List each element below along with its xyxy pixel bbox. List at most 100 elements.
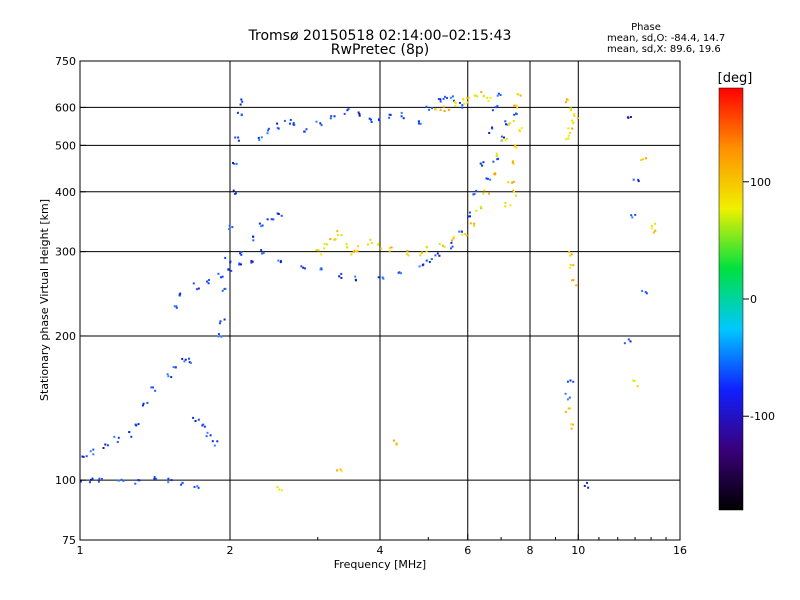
o-mode-point bbox=[458, 230, 461, 233]
x-mode-point bbox=[370, 242, 373, 244]
x-mode-point bbox=[466, 97, 469, 100]
o-mode-point bbox=[197, 418, 200, 421]
o-mode-point bbox=[634, 213, 637, 216]
x-mode-point bbox=[516, 93, 519, 96]
o-mode-point bbox=[461, 104, 464, 107]
x-mode-point bbox=[367, 243, 369, 246]
o-mode-point bbox=[232, 162, 234, 164]
o-mode-point bbox=[330, 115, 333, 118]
o-mode-point bbox=[280, 259, 282, 262]
o-mode-point bbox=[181, 357, 184, 360]
x-mode-point bbox=[473, 225, 475, 228]
o-mode-point bbox=[117, 479, 120, 482]
o-mode-point bbox=[425, 105, 428, 108]
x-mode-point bbox=[454, 102, 457, 105]
x-mode-point bbox=[346, 246, 349, 249]
plot-grid bbox=[80, 61, 680, 540]
o-mode-point bbox=[188, 357, 190, 360]
x-mode-point bbox=[572, 279, 575, 282]
o-mode-point bbox=[641, 290, 644, 292]
o-mode-point bbox=[232, 189, 235, 192]
o-mode-point bbox=[637, 180, 640, 183]
colorbar-tick-label: 100 bbox=[750, 176, 771, 189]
o-mode-point bbox=[217, 335, 220, 338]
o-mode-point bbox=[175, 305, 178, 308]
x-mode-point bbox=[520, 127, 523, 130]
o-mode-point bbox=[240, 263, 242, 266]
x-mode-point bbox=[512, 119, 515, 122]
o-mode-point bbox=[505, 123, 507, 126]
o-mode-point bbox=[181, 481, 184, 484]
x-mode-point bbox=[570, 109, 572, 112]
o-mode-point bbox=[237, 139, 240, 142]
x-mode-point bbox=[636, 385, 639, 388]
x-mode-point bbox=[336, 230, 339, 233]
x-mode-point bbox=[570, 427, 573, 430]
o-mode-point bbox=[240, 98, 243, 101]
o-mode-point bbox=[276, 122, 279, 125]
o-mode-point bbox=[382, 277, 385, 280]
x-mode-point bbox=[642, 158, 645, 161]
x-mode-point bbox=[571, 122, 574, 125]
o-mode-point bbox=[223, 318, 226, 321]
o-mode-point bbox=[644, 291, 647, 293]
x-mode-point bbox=[406, 250, 409, 252]
o-mode-point bbox=[252, 239, 255, 242]
o-mode-point bbox=[358, 114, 361, 117]
o-mode-point bbox=[195, 288, 198, 291]
x-mode-point bbox=[573, 114, 576, 117]
o-mode-point bbox=[90, 478, 92, 481]
x-mode-point bbox=[567, 134, 570, 137]
x-mode-point bbox=[640, 159, 643, 161]
o-mode-point bbox=[333, 115, 336, 118]
x-mode-point bbox=[565, 138, 568, 141]
x-mode-point bbox=[356, 250, 359, 253]
o-mode-point bbox=[515, 112, 517, 115]
o-mode-point bbox=[152, 386, 154, 389]
o-mode-point bbox=[211, 440, 214, 443]
x-mode-point bbox=[451, 239, 453, 242]
o-mode-point bbox=[434, 254, 437, 257]
x-mode-point bbox=[323, 247, 326, 250]
o-mode-point bbox=[208, 279, 210, 281]
o-mode-point bbox=[134, 423, 137, 426]
o-mode-point bbox=[117, 436, 120, 439]
o-mode-point bbox=[146, 401, 149, 404]
o-mode-point bbox=[303, 130, 306, 133]
o-mode-point bbox=[192, 416, 195, 419]
x-mode-point bbox=[388, 247, 391, 250]
stats-o-mode: mean, sd,O: -84.4, 14.7 bbox=[607, 33, 725, 44]
x-mode-point bbox=[569, 131, 571, 134]
x-mode-point bbox=[505, 137, 508, 140]
x-mode-point bbox=[504, 205, 507, 208]
o-mode-point bbox=[368, 117, 371, 120]
o-mode-point bbox=[167, 375, 170, 378]
o-mode-point bbox=[450, 241, 453, 244]
o-mode-point bbox=[137, 423, 140, 426]
o-mode-point bbox=[347, 107, 350, 110]
o-mode-point bbox=[209, 434, 212, 437]
o-mode-point bbox=[370, 121, 373, 123]
o-mode-point bbox=[138, 479, 141, 482]
o-mode-point bbox=[267, 129, 269, 132]
x-mode-point bbox=[280, 489, 283, 492]
o-mode-point bbox=[104, 443, 107, 446]
x-mode-point bbox=[632, 379, 635, 382]
x-tick-label: 8 bbox=[527, 544, 534, 557]
o-mode-point bbox=[623, 342, 626, 345]
o-mode-point bbox=[319, 268, 322, 271]
o-mode-point bbox=[116, 441, 119, 443]
o-mode-point bbox=[630, 214, 633, 217]
x-mode-point bbox=[567, 137, 570, 140]
o-mode-point bbox=[442, 97, 445, 100]
o-mode-point bbox=[218, 322, 221, 325]
o-mode-point bbox=[402, 117, 405, 120]
o-mode-point bbox=[439, 100, 442, 103]
o-mode-point bbox=[497, 157, 500, 160]
o-mode-point bbox=[461, 106, 464, 109]
x-mode-point bbox=[571, 119, 574, 122]
x-mode-point bbox=[317, 249, 320, 252]
o-mode-point bbox=[170, 479, 173, 482]
o-mode-point bbox=[231, 226, 234, 229]
x-mode-point bbox=[452, 237, 455, 240]
